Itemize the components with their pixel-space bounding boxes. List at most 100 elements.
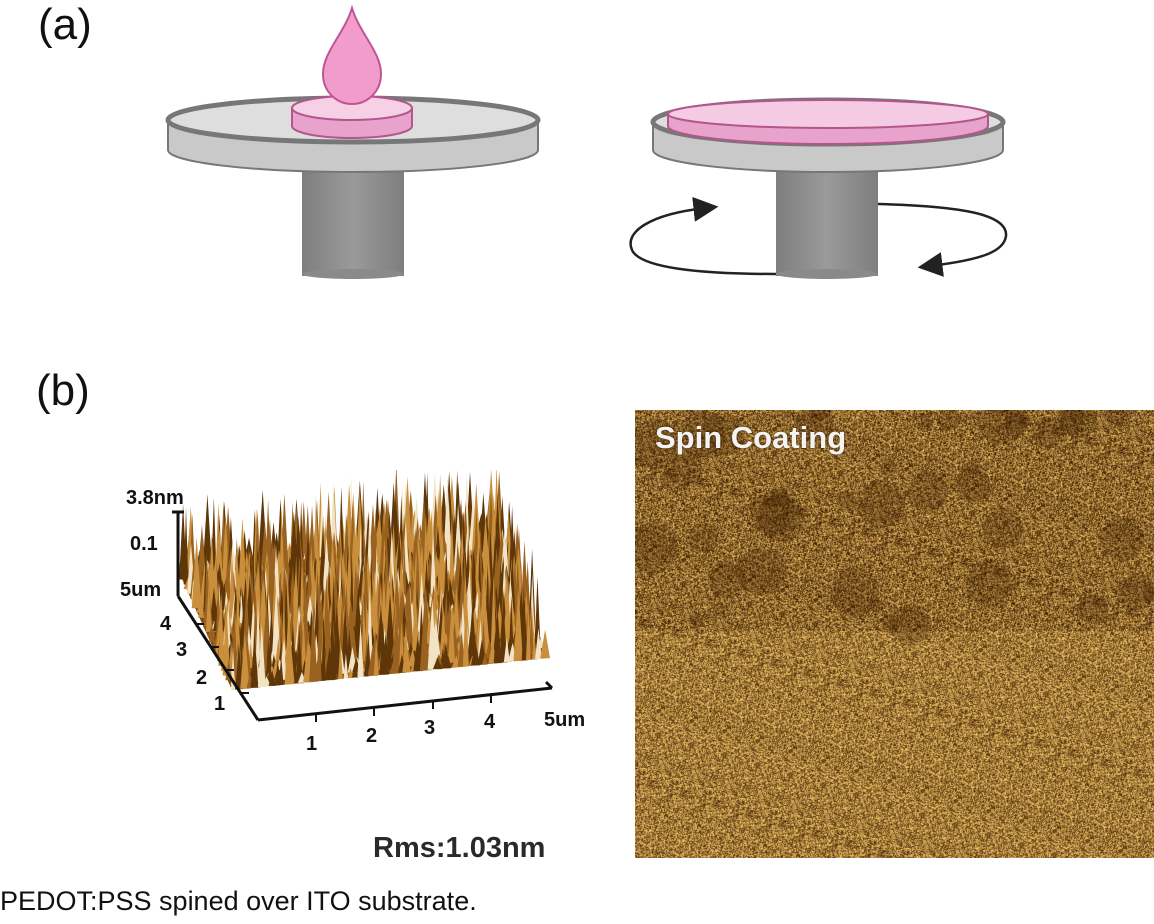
afm-peak xyxy=(470,641,480,666)
afm-peak xyxy=(321,615,326,681)
rotation-arrow-icon xyxy=(629,196,777,276)
afm-peak xyxy=(392,625,401,674)
spindle-right-base xyxy=(776,269,878,279)
afm-peak xyxy=(535,628,542,659)
afm-peak xyxy=(525,601,531,660)
afm-peak xyxy=(208,623,215,642)
y-tick-label: 4 xyxy=(160,613,172,635)
afm-peak xyxy=(257,623,266,687)
x-tick-label: 1 xyxy=(306,733,317,755)
y-axis-line xyxy=(176,595,260,721)
afm-peak xyxy=(373,636,379,676)
y-tick-label: 1 xyxy=(214,693,225,715)
afm-peak xyxy=(363,548,369,615)
afm-peak xyxy=(427,599,438,670)
y-tick-label: 3 xyxy=(176,639,187,661)
afm-peak xyxy=(205,582,212,633)
x-tick-label: 3 xyxy=(424,717,435,739)
afm-texture xyxy=(635,410,1154,858)
panel-a-label: (a) xyxy=(38,0,92,49)
spindle-right xyxy=(776,160,878,276)
afm-peak xyxy=(398,621,405,668)
afm-peak xyxy=(343,653,349,679)
x-ticks xyxy=(315,695,492,722)
spin-coater-after xyxy=(629,97,1008,279)
afm-peak xyxy=(513,587,524,662)
afm-peak xyxy=(462,593,469,667)
droplet-icon xyxy=(321,4,383,106)
afm-peak xyxy=(300,617,307,673)
afm-peak xyxy=(278,656,284,686)
y-ticks xyxy=(196,623,249,694)
afm-surface-peaks xyxy=(177,470,551,690)
x-tick-label: 4 xyxy=(484,711,496,733)
afm-peak xyxy=(412,580,419,651)
afm-peak xyxy=(255,597,261,668)
afm-peak xyxy=(255,560,262,632)
afm-peak xyxy=(283,573,289,644)
afm-peak xyxy=(444,654,452,669)
afm-peak xyxy=(379,619,387,675)
afm-peak xyxy=(445,578,456,611)
afm-peak xyxy=(307,505,317,585)
afm-peak xyxy=(449,511,455,589)
afm-peak xyxy=(419,621,427,671)
x-axis-cap xyxy=(544,680,554,690)
afm-peak xyxy=(183,507,189,585)
afm-peak xyxy=(222,601,231,676)
afm-peak xyxy=(328,621,337,680)
afm-peak xyxy=(202,493,212,567)
afm-peak xyxy=(309,602,318,682)
figure-caption: PEDOT:PSS spined over ITO substrate. xyxy=(0,886,477,916)
rms-roughness-label: Rms:1.03nm xyxy=(373,832,546,864)
x-tick-label: 2 xyxy=(366,725,377,747)
afm-peak xyxy=(356,487,364,564)
afm-peak xyxy=(430,526,436,597)
afm-peak xyxy=(275,659,281,686)
afm-peak xyxy=(240,631,250,689)
z-max-label: 3.8nm xyxy=(126,487,184,509)
afm-peak xyxy=(448,605,456,663)
spindle-left-base xyxy=(302,269,404,279)
afm-peak xyxy=(381,658,390,675)
y-tick-label: 2 xyxy=(196,667,207,689)
afm-peak xyxy=(432,657,443,670)
spin-coater-before xyxy=(165,4,541,279)
afm-peak xyxy=(508,598,514,652)
afm-peak xyxy=(410,503,415,557)
afm-peak xyxy=(268,670,276,686)
afm-peak xyxy=(439,606,447,653)
afm-peak xyxy=(351,666,359,678)
afm-peak xyxy=(521,599,528,661)
afm-peak xyxy=(490,577,497,648)
x-axis-max-label: 5um xyxy=(544,709,585,731)
afm-peak xyxy=(191,536,202,609)
film-right-top xyxy=(667,99,989,129)
afm-peak xyxy=(239,591,244,624)
afm-peak xyxy=(413,635,423,672)
afm-peak xyxy=(503,637,510,663)
afm-peak xyxy=(261,676,272,687)
afm-peak xyxy=(482,653,488,665)
afm-peak xyxy=(250,632,259,688)
afm-peak xyxy=(468,601,477,661)
afm-peak xyxy=(338,640,343,680)
afm-peak xyxy=(357,622,364,677)
afm-peak xyxy=(246,677,252,689)
z-tick-label: 0.1 xyxy=(130,533,158,555)
afm-peak xyxy=(197,606,205,618)
afm-peak xyxy=(299,552,304,622)
afm-image-title: Spin Coating xyxy=(655,420,847,455)
rotation-arrow-icon xyxy=(877,202,1008,277)
afm-peak xyxy=(347,667,354,678)
afm-3d-surface: 3.8nm 0.1 5um 4 3 2 1 1 2 3 4 5um xyxy=(120,470,585,755)
spindle-left xyxy=(302,160,404,276)
afm-peak xyxy=(341,603,350,669)
afm-peak xyxy=(218,592,225,666)
afm-peak xyxy=(385,611,392,669)
afm-peak xyxy=(402,638,411,673)
panel-b-label: (b) xyxy=(36,366,90,415)
x-axis-line xyxy=(257,686,553,722)
afm-peak xyxy=(364,654,369,677)
afm-peak xyxy=(438,524,445,601)
